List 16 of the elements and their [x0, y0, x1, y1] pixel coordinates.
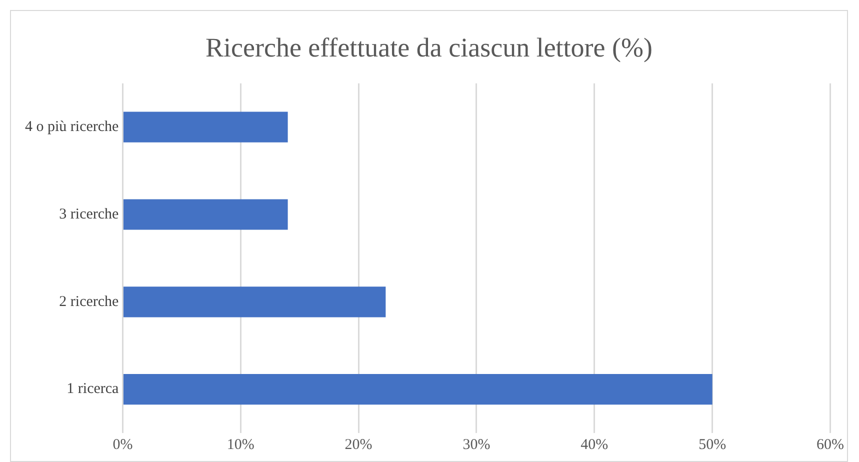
x-tick-label: 0% [112, 436, 133, 453]
chart-title: Ricerche effettuate da ciascun lettore (%) [205, 32, 653, 62]
x-tick-label: 50% [698, 436, 726, 453]
bar [123, 286, 386, 318]
x-tick-label: 40% [580, 436, 608, 453]
y-tick-label: 1 ricerca [66, 381, 120, 398]
x-tick-label: 30% [462, 436, 490, 453]
x-tick-label: 10% [226, 436, 254, 453]
x-tick-label: 20% [344, 436, 372, 453]
bar [123, 112, 288, 142]
x-tick-label: 60% [816, 436, 844, 453]
y-tick-label: 3 ricerche [59, 206, 120, 222]
bar [123, 199, 288, 230]
y-tick-label: 4 o più ricerche [24, 119, 120, 136]
bar [123, 374, 712, 405]
y-tick-label: 2 ricerche [59, 294, 120, 310]
